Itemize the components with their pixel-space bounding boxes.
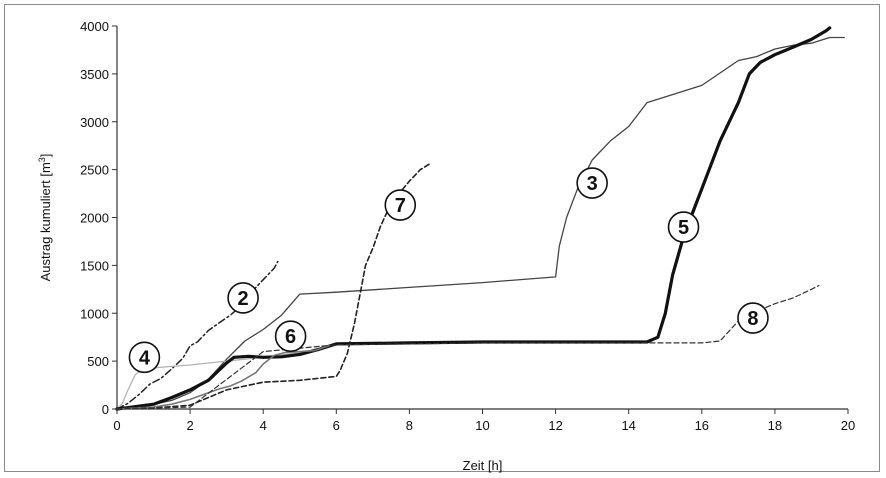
x-tick-label: 16	[695, 418, 709, 433]
y-tick-label: 4000	[80, 19, 109, 34]
x-tick-label: 2	[186, 418, 193, 433]
x-tick-label: 6	[333, 418, 340, 433]
plot-area	[117, 26, 848, 409]
x-tick-label: 4	[260, 418, 267, 433]
y-axis-ticks: 0 500 1000 1500 2000 2500 3000 3500 4000	[80, 19, 117, 417]
annotation-label: 2	[238, 288, 249, 310]
series-annotation-4: 4	[128, 341, 161, 374]
x-tick-label: 20	[841, 418, 855, 433]
annotation-circle	[667, 211, 700, 243]
y-tick-label: 500	[87, 354, 109, 369]
series-line-2	[116, 260, 279, 410]
x-axis-label: Zeit [h]	[463, 458, 503, 473]
series-annotation-3: 3	[576, 167, 608, 199]
annotation-circle	[384, 189, 417, 221]
plot-background	[117, 26, 848, 409]
y-tick-label: 3000	[80, 115, 109, 130]
x-tick-label: 8	[406, 418, 413, 433]
x-tick-label: 18	[768, 418, 782, 433]
y-axis-label: Austrag kumuliert [m3]	[37, 154, 53, 282]
x-tick-label: 10	[475, 418, 489, 433]
annotation-label: 5	[678, 217, 689, 239]
y-tick-label: 0	[102, 402, 109, 417]
y-tick-label: 1500	[80, 258, 109, 273]
series-annotation-8: 8	[737, 302, 769, 334]
annotation-label: 7	[395, 195, 406, 217]
x-tick-label: 14	[621, 418, 635, 433]
y-tick-label: 2500	[80, 163, 109, 178]
annotation-label: 4	[139, 347, 151, 369]
annotation-circle	[576, 167, 608, 199]
annotation-circle	[128, 341, 161, 374]
series-line-6	[116, 344, 330, 410]
y-tick-label: 3500	[80, 67, 109, 82]
series-annotation-7: 7	[384, 189, 417, 221]
x-tick-label: 12	[548, 418, 562, 433]
annotation-label: 3	[587, 173, 598, 195]
series-line-5	[115, 26, 832, 411]
y-axis-label-sup: 3	[37, 157, 47, 162]
annotation-label: 8	[747, 308, 758, 330]
series-annotation-5: 5	[667, 211, 700, 243]
y-axis-label-end: ]	[38, 154, 53, 158]
series-annotation-6: 6	[274, 320, 307, 353]
annotation-circle	[737, 302, 769, 334]
y-tick-label: 2000	[80, 211, 109, 226]
annotation-circle	[274, 320, 307, 353]
series-line-3	[116, 36, 845, 410]
y-axis-label-main: Austrag kumuliert [m	[38, 162, 53, 281]
annotation-layer: 2 3 4 5 6 7 8	[128, 167, 769, 374]
series-annotation-2: 2	[227, 282, 259, 314]
x-tick-label: 0	[113, 418, 120, 433]
y-tick-label: 1000	[80, 306, 109, 321]
x-axis-ticks: 0 2 4 6 8 10 12 14 16 18 20	[113, 409, 855, 433]
annotation-label: 6	[285, 326, 296, 348]
annotation-circle	[227, 282, 259, 314]
